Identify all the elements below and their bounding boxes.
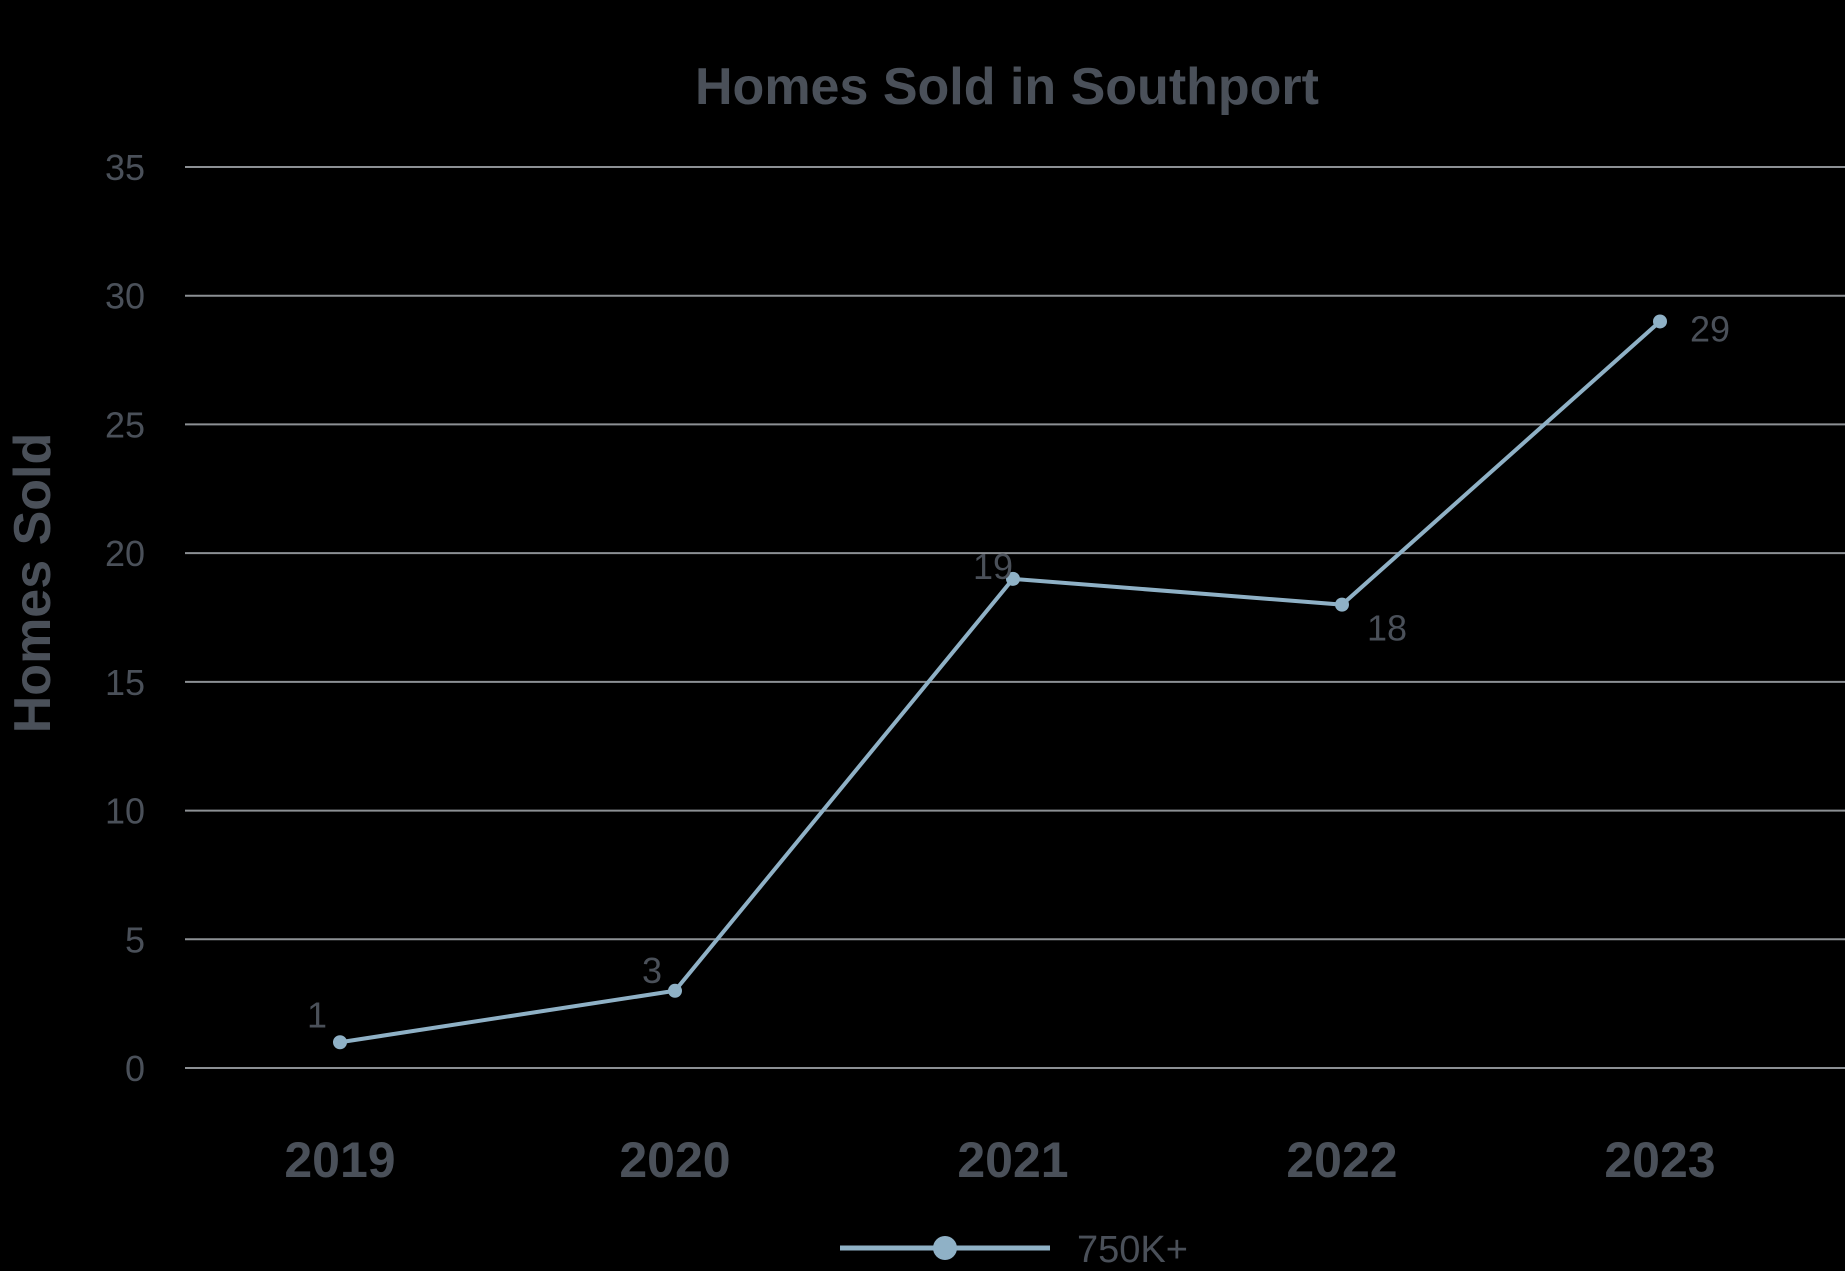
legend-label: 750K+ <box>1077 1229 1188 1271</box>
y-tick-label-35: 35 <box>105 147 145 188</box>
legend: 750K+ <box>840 1229 1188 1271</box>
x-tick-label-2020: 2020 <box>619 1132 730 1188</box>
data-point-2019 <box>333 1035 347 1050</box>
data-point-2020 <box>668 983 682 998</box>
x-tick-label-2021: 2021 <box>957 1132 1068 1188</box>
x-tick-label-2023: 2023 <box>1604 1132 1715 1188</box>
y-axis-label: Homes Sold <box>4 433 62 734</box>
y-tick-label-30: 30 <box>105 276 145 317</box>
x-tick-labels: 2019 2020 2021 2022 2023 <box>284 1132 1715 1188</box>
y-tick-labels: 0 5 10 15 20 25 30 35 <box>105 147 145 1089</box>
data-point-2022 <box>1335 597 1349 612</box>
data-labels: 1 3 19 18 29 <box>307 308 1730 1035</box>
data-label-2019: 1 <box>307 994 327 1035</box>
data-label-2022: 18 <box>1367 608 1407 649</box>
y-tick-label-15: 15 <box>105 662 145 703</box>
data-point-2023 <box>1653 314 1667 329</box>
gridlines <box>185 166 1845 1069</box>
x-tick-label-2019: 2019 <box>284 1132 395 1188</box>
x-tick-label-2022: 2022 <box>1286 1132 1397 1188</box>
data-label-2021: 19 <box>973 546 1013 587</box>
y-tick-label-10: 10 <box>105 791 145 832</box>
chart-title: Homes Sold in Southport <box>695 58 1319 116</box>
y-tick-label-25: 25 <box>105 404 145 445</box>
legend-marker-icon <box>933 1236 957 1260</box>
y-tick-label-5: 5 <box>125 919 145 960</box>
data-label-2023: 29 <box>1690 308 1730 349</box>
data-points <box>333 314 1667 1050</box>
data-label-2020: 3 <box>642 950 662 991</box>
y-tick-label-20: 20 <box>105 533 145 574</box>
y-tick-label-0: 0 <box>125 1048 145 1089</box>
data-point-2021 <box>1006 571 1020 586</box>
